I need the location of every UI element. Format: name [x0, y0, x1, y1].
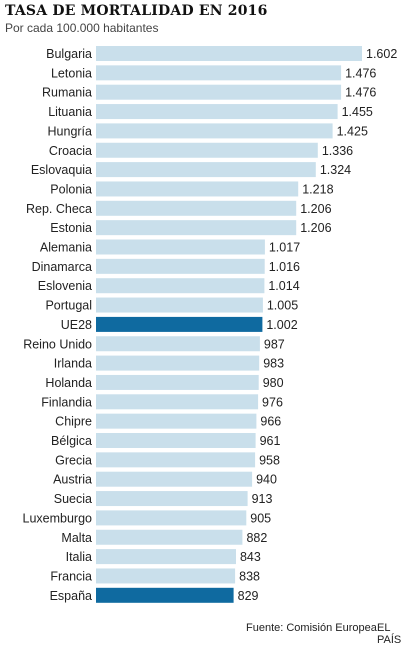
bar-croacia: [96, 142, 318, 158]
bar-chipre: [96, 413, 257, 429]
value-label-austria: 940: [256, 473, 277, 487]
category-label-polonia: Polonia: [50, 182, 92, 196]
value-label-rep-checa: 1.206: [300, 202, 331, 216]
category-label-alemania: Alemania: [40, 241, 92, 255]
category-label-estonia: Estonia: [50, 221, 92, 235]
value-label-francia: 838: [239, 569, 260, 583]
value-label-polonia: 1.218: [302, 182, 333, 196]
category-label-croacia: Croacia: [49, 144, 92, 158]
value-label-letonia: 1.476: [345, 66, 376, 80]
bar-hungria: [96, 123, 333, 139]
category-label-finlandia: Finlandia: [41, 395, 92, 409]
category-label-malta: Malta: [61, 531, 92, 545]
category-label-hungria: Hungría: [48, 124, 93, 138]
category-label-espana: España: [50, 589, 92, 603]
bar-italia: [96, 549, 236, 565]
value-label-estonia: 1.206: [300, 221, 331, 235]
bar-holanda: [96, 374, 259, 390]
category-label-holanda: Holanda: [45, 376, 92, 390]
bar-alemania: [96, 239, 265, 255]
value-label-espana: 829: [238, 589, 259, 603]
bar-luxemburgo: [96, 510, 247, 526]
category-label-luxemburgo: Luxemburgo: [23, 511, 93, 525]
bar-lituania: [96, 104, 338, 120]
bar-finlandia: [96, 394, 259, 410]
value-label-rumania: 1.476: [345, 86, 376, 100]
value-label-holanda: 980: [263, 376, 284, 390]
value-label-irlanda: 983: [263, 357, 284, 371]
category-label-chipre: Chipre: [55, 415, 92, 429]
bar-grecia: [96, 452, 256, 468]
bar-dinamarca: [96, 258, 265, 274]
bar-polonia: [96, 181, 299, 197]
bar-portugal: [96, 297, 263, 313]
category-label-suecia: Suecia: [54, 492, 92, 506]
category-label-irlanda: Irlanda: [54, 357, 92, 371]
value-label-reino-unido: 987: [264, 337, 285, 351]
value-label-suecia: 913: [252, 492, 273, 506]
category-label-rumania: Rumania: [42, 86, 92, 100]
category-label-dinamarca: Dinamarca: [32, 260, 92, 274]
source-note: Fuente: Comisión Europea.: [246, 622, 380, 634]
category-label-reino-unido: Reino Unido: [23, 337, 92, 351]
value-label-croacia: 1.336: [322, 144, 353, 158]
bar-austria: [96, 471, 253, 487]
bar-irlanda: [96, 355, 260, 371]
category-label-portugal: Portugal: [45, 299, 92, 313]
category-label-grecia: Grecia: [55, 453, 92, 467]
category-label-rep-checa: Rep. Checa: [26, 202, 92, 216]
category-label-bulgaria: Bulgaria: [46, 47, 92, 61]
value-label-portugal: 1.005: [267, 299, 298, 313]
bar-malta: [96, 529, 243, 545]
value-label-finlandia: 976: [262, 395, 283, 409]
value-label-dinamarca: 1.016: [269, 260, 300, 274]
bar-belgica: [96, 433, 256, 448]
value-label-belgica: 961: [260, 434, 281, 448]
value-label-bulgaria: 1.602: [366, 47, 397, 61]
category-label-austria: Austria: [53, 473, 92, 487]
value-label-malta: 882: [246, 531, 267, 545]
value-label-lituania: 1.455: [342, 105, 373, 119]
category-label-letonia: Letonia: [51, 66, 92, 80]
value-label-grecia: 958: [259, 453, 280, 467]
bar-letonia: [96, 65, 342, 81]
category-label-eslovenia: Eslovenia: [38, 279, 92, 293]
bar-rep-checa: [96, 200, 297, 216]
bar-eslovenia: [96, 278, 265, 294]
brand-logo-text: EL PAÍS: [377, 622, 402, 646]
category-label-italia: Italia: [66, 550, 92, 564]
value-label-alemania: 1.017: [269, 241, 300, 255]
value-label-eslovenia: 1.014: [268, 279, 299, 293]
chart-subtitle: Por cada 100.000 habitantes: [5, 21, 159, 35]
bar-eslovaquia: [96, 162, 316, 178]
bar-rumania: [96, 84, 342, 100]
value-label-hungria: 1.425: [337, 124, 368, 138]
bar-ue28: [96, 316, 263, 332]
category-label-lituania: Lituania: [48, 105, 92, 119]
chart-title: TASA DE MORTALIDAD EN 2016: [5, 3, 268, 19]
bar-suecia: [96, 491, 248, 507]
category-label-belgica: Bélgica: [51, 434, 92, 448]
category-label-francia: Francia: [50, 569, 92, 583]
value-label-chipre: 966: [260, 415, 281, 429]
bar-bulgaria: [96, 46, 362, 61]
value-label-italia: 843: [240, 550, 261, 564]
category-label-ue28: UE28: [61, 318, 92, 332]
bar-reino-unido: [96, 336, 260, 352]
value-label-ue28: 1.002: [266, 318, 297, 332]
category-label-eslovaquia: Eslovaquia: [31, 163, 92, 177]
value-label-eslovaquia: 1.324: [320, 163, 351, 177]
bar-espana: [96, 587, 234, 603]
value-label-luxemburgo: 905: [250, 511, 271, 525]
bar-francia: [96, 568, 236, 584]
bar-estonia: [96, 220, 297, 236]
